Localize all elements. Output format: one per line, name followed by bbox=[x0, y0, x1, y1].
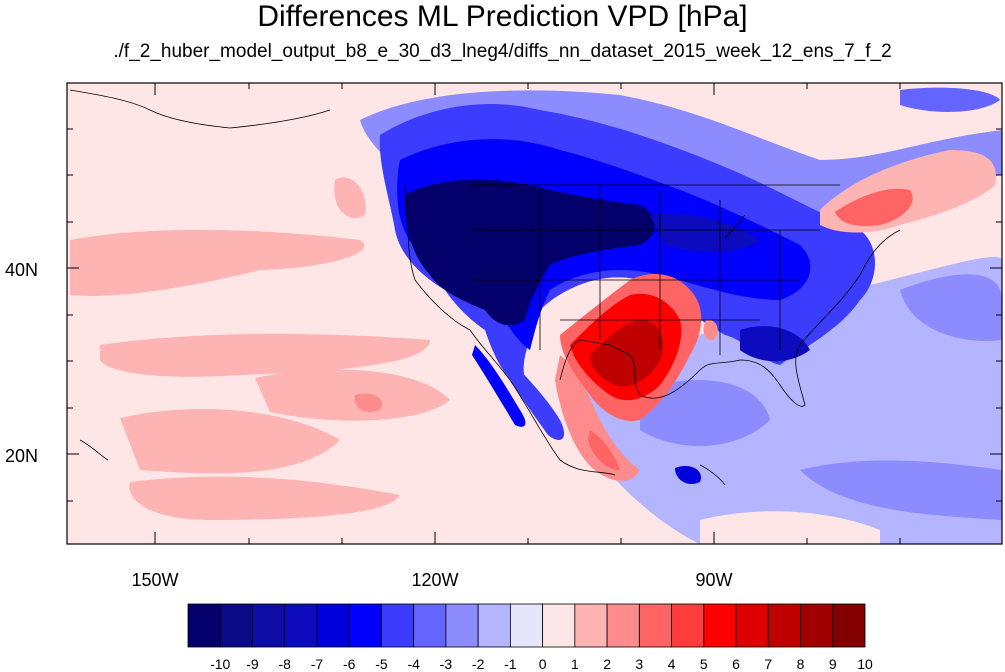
map-subtitle: ./f_2_huber_model_output_b8_e_30_d3_lneg… bbox=[113, 41, 892, 62]
map-title: Differences ML Prediction VPD [hPa] bbox=[257, 0, 748, 33]
colorbar-tick-label: 0 bbox=[539, 656, 547, 672]
pacific-positive-patch-4 bbox=[120, 409, 340, 474]
colorbar-tick-label: -9 bbox=[246, 656, 259, 672]
colorbar-tick-label: -7 bbox=[311, 656, 324, 672]
colorbar-tick-label: 2 bbox=[603, 656, 611, 672]
colorbar-swatch bbox=[703, 603, 737, 648]
yucatan-negative bbox=[675, 465, 701, 485]
colorbar-swatch bbox=[316, 603, 350, 648]
pacific-positive-patch-1 bbox=[70, 229, 365, 296]
colorbar-swatch bbox=[284, 603, 318, 648]
lat-label-40n: 40N bbox=[5, 260, 38, 280]
colorbar-swatch bbox=[187, 603, 221, 648]
colorbar-swatch bbox=[348, 603, 382, 648]
colorbar-tick-label: 4 bbox=[668, 656, 676, 672]
colorbar-swatch bbox=[445, 603, 479, 648]
mexico-positive bbox=[555, 355, 640, 481]
gulf-negative-core bbox=[640, 380, 770, 447]
southeast-negative bbox=[740, 326, 810, 362]
coastline-lines bbox=[69, 89, 901, 486]
colorbar-swatch bbox=[219, 603, 253, 648]
colorbar-tick-label: 1 bbox=[571, 656, 579, 672]
western-us-strong-negative bbox=[405, 179, 655, 326]
colorbar-swatch bbox=[477, 603, 511, 648]
colorbar-tick-label: 5 bbox=[700, 656, 708, 672]
colorbar-swatch bbox=[638, 603, 672, 648]
colorbar-swatch bbox=[542, 603, 576, 648]
map-frame bbox=[66, 82, 1003, 545]
sierra-madre-negative bbox=[498, 350, 565, 440]
bc-coast-positive bbox=[334, 177, 366, 219]
lon-label-120w: 120W bbox=[411, 570, 458, 590]
colorbar-tick-label: 6 bbox=[732, 656, 740, 672]
mississippi-positive bbox=[703, 319, 718, 341]
colorbar-swatch bbox=[381, 603, 415, 648]
maine-positive-core bbox=[835, 188, 913, 227]
pacific-positive-patch-5 bbox=[129, 476, 400, 520]
baja-negative bbox=[472, 345, 526, 427]
great-lakes-negative bbox=[650, 213, 760, 252]
colorbar-swatch bbox=[413, 603, 447, 648]
lat-label-20n: 20N bbox=[5, 446, 38, 466]
colorbar-tick-label: -5 bbox=[375, 656, 388, 672]
axis-ticks bbox=[67, 83, 1002, 544]
atlantic-negative-core-1 bbox=[900, 274, 1002, 341]
colorbar-swatch bbox=[832, 603, 866, 648]
arctic-negative-patch bbox=[900, 87, 1000, 112]
colorbar: -10 -9 -8 -7 -6 -5 -4 -3 -2 -1 0 1 2 3 4 5 6 7 8 9 10 bbox=[187, 603, 873, 672]
colorbar-tick-label: -1 bbox=[504, 656, 517, 672]
mexico-positive-core bbox=[588, 430, 620, 470]
map-field bbox=[67, 83, 1002, 544]
pacific-positive-core bbox=[354, 393, 383, 413]
colorbar-swatch bbox=[735, 603, 769, 648]
caribbean-negative-core bbox=[800, 460, 1002, 520]
colorbar-swatch bbox=[606, 603, 640, 648]
colorbar-swatch bbox=[671, 603, 705, 648]
lon-label-90w: 90W bbox=[695, 570, 732, 590]
colorbar-tick-label: 8 bbox=[797, 656, 805, 672]
colorbar-swatch bbox=[509, 603, 544, 648]
pacific-positive-patch-2 bbox=[100, 333, 430, 377]
colorbar-tick-label: -6 bbox=[343, 656, 356, 672]
lon-label-150w: 150W bbox=[131, 570, 178, 590]
colorbar-tick-label: -4 bbox=[407, 656, 420, 672]
pacific-positive-patch-3 bbox=[255, 369, 450, 421]
colorbar-swatch bbox=[252, 603, 286, 648]
colorbar-tick-label: 9 bbox=[829, 656, 837, 672]
colorbar-swatch bbox=[800, 603, 834, 648]
colorbar-tick-label: 10 bbox=[857, 656, 873, 672]
colorbar-tick-label: -10 bbox=[210, 656, 230, 672]
colorbar-swatch bbox=[767, 603, 801, 648]
colorbar-tick-label: -3 bbox=[440, 656, 453, 672]
colorbar-tick-label: 3 bbox=[635, 656, 643, 672]
colorbar-tick-label: 7 bbox=[764, 656, 772, 672]
colorbar-tick-label: -8 bbox=[278, 656, 291, 672]
colorbar-swatch bbox=[574, 603, 608, 648]
caribbean-positive-edge bbox=[700, 511, 880, 544]
colorbar-tick-label: -2 bbox=[472, 656, 485, 672]
